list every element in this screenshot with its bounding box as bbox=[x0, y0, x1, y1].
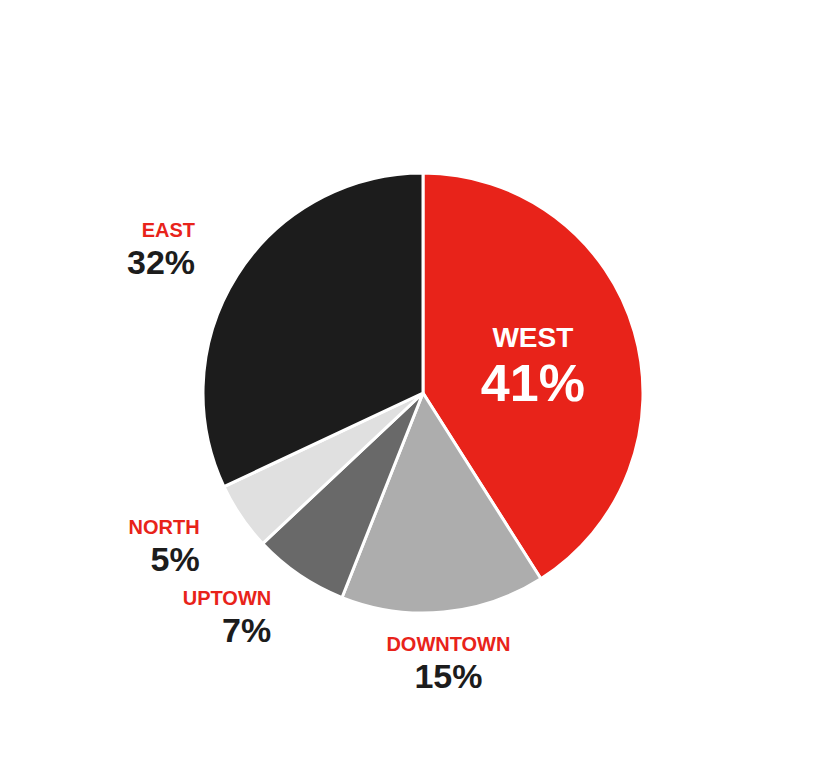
svg-text:32%: 32% bbox=[127, 243, 195, 281]
svg-text:41%: 41% bbox=[481, 354, 585, 412]
svg-text:7%: 7% bbox=[222, 611, 271, 649]
svg-text:5%: 5% bbox=[151, 540, 200, 578]
svg-text:EAST: EAST bbox=[142, 219, 195, 241]
svg-text:NORTH: NORTH bbox=[129, 516, 200, 538]
svg-text:15%: 15% bbox=[414, 657, 482, 695]
svg-text:WEST: WEST bbox=[492, 322, 573, 353]
svg-text:UPTOWN: UPTOWN bbox=[183, 587, 272, 609]
svg-text:DOWNTOWN: DOWNTOWN bbox=[386, 633, 510, 655]
